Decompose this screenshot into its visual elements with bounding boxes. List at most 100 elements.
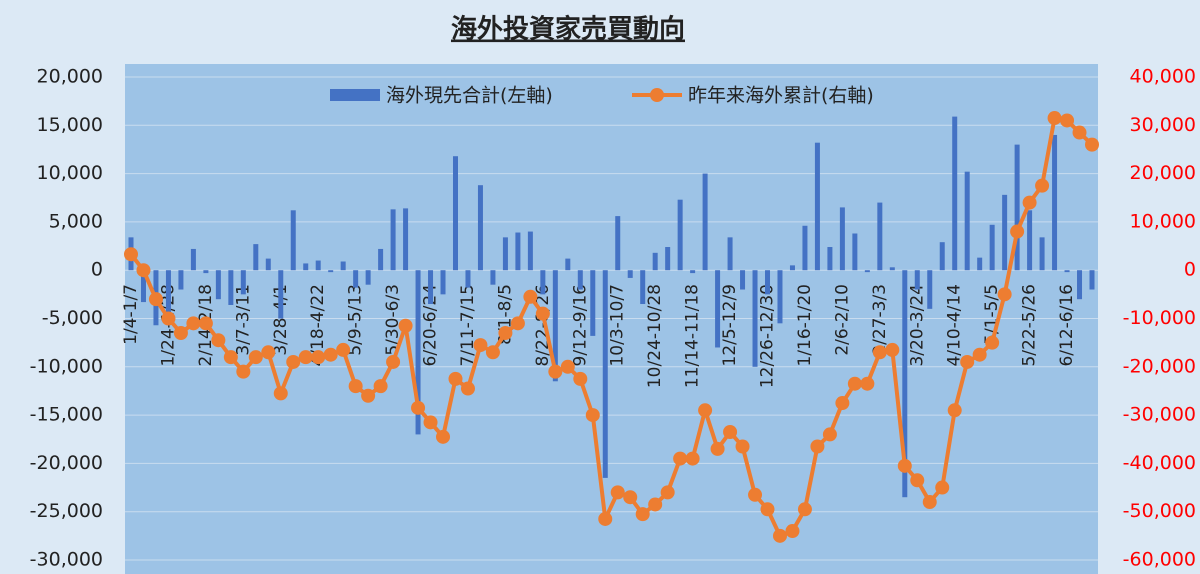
line-point: [772, 528, 787, 543]
bar: [527, 231, 533, 271]
line-point: [1047, 111, 1062, 126]
bar: [552, 270, 558, 382]
line-point: [897, 458, 912, 473]
bar: [178, 270, 184, 290]
chart-title: 海外投資家売買動向: [451, 14, 685, 45]
bar: [540, 270, 546, 295]
bar: [864, 270, 870, 273]
line-point: [373, 379, 388, 394]
bar: [690, 270, 696, 274]
bar: [602, 270, 608, 478]
bar: [964, 171, 970, 271]
line-point: [348, 379, 363, 394]
line-point: [423, 415, 438, 430]
line-point: [535, 306, 550, 321]
y-tick-label: 10,000: [37, 162, 103, 184]
bar: [215, 270, 221, 300]
line-point: [485, 345, 500, 360]
line-point: [411, 400, 426, 415]
bar: [278, 270, 284, 319]
bar: [939, 242, 945, 271]
y-tick-label: -25,000: [30, 500, 103, 522]
bar: [852, 233, 858, 271]
line-point: [523, 289, 538, 304]
bar: [328, 270, 334, 273]
bar: [253, 244, 259, 271]
y2-tick-label: 10,000: [1130, 210, 1196, 232]
x-tick-label: 4/18-4/22: [308, 284, 328, 367]
bar: [789, 265, 795, 271]
line-point: [248, 350, 263, 365]
bar: [765, 270, 771, 295]
y2-tick-label: -40,000: [1123, 452, 1196, 474]
bar: [465, 270, 471, 288]
line-point: [148, 292, 163, 307]
line-point: [386, 354, 401, 369]
bar: [752, 270, 758, 367]
line-point: [286, 354, 301, 369]
bar: [165, 270, 171, 317]
line-point: [1010, 224, 1025, 239]
line-point: [124, 247, 138, 262]
line-point: [136, 263, 151, 278]
bar: [702, 173, 708, 271]
line-point: [997, 287, 1012, 302]
line-point: [623, 490, 638, 505]
bar: [902, 270, 908, 498]
line-point: [723, 425, 738, 440]
y-tick-label: 15,000: [37, 114, 103, 136]
line-point: [1035, 178, 1050, 193]
y-tick-label: -5,000: [42, 307, 103, 329]
bar: [428, 270, 434, 305]
bar: [240, 270, 246, 295]
line-point: [635, 507, 650, 522]
bar: [390, 209, 396, 271]
line-point: [323, 347, 338, 362]
y2-tick-label: 20,000: [1130, 162, 1196, 184]
bar: [1002, 194, 1008, 271]
line-point: [835, 396, 850, 411]
bar: [827, 247, 833, 271]
x-tick-label: 9/12-9/16: [570, 284, 590, 367]
line-point: [398, 318, 413, 333]
line-point: [872, 345, 887, 360]
y2-tick-label: -20,000: [1123, 355, 1196, 377]
legend-label: 昨年来海外累計(右軸): [688, 85, 874, 107]
line-point: [436, 429, 451, 444]
bar: [677, 199, 683, 271]
bar: [640, 270, 646, 305]
line-point: [1060, 113, 1075, 128]
x-tick-label: 5/9-5/13: [346, 284, 366, 356]
line-point: [361, 388, 376, 403]
bar: [315, 260, 321, 271]
bar: [228, 270, 234, 305]
bar: [627, 270, 633, 278]
bar: [989, 224, 995, 271]
y-tick-label: -20,000: [30, 452, 103, 474]
line-point: [822, 427, 837, 442]
bar: [615, 216, 621, 271]
y2-tick-label: -60,000: [1123, 549, 1196, 571]
line-point: [173, 325, 188, 340]
line-point: [648, 497, 663, 512]
line-point: [473, 338, 488, 353]
bar: [977, 257, 983, 271]
x-tick-label: 10/24-10/28: [645, 284, 665, 388]
line-point: [610, 485, 625, 500]
y2-tick-label: -10,000: [1123, 307, 1196, 329]
line-point: [510, 316, 525, 331]
line-point: [448, 371, 463, 386]
line-point: [847, 376, 862, 391]
line-point: [560, 359, 575, 374]
x-tick-label: 12/26-12/30: [758, 284, 778, 388]
line-point: [311, 350, 326, 365]
y-tick-label: -15,000: [30, 404, 103, 426]
bar: [365, 270, 371, 285]
bar: [1089, 270, 1095, 290]
line-point: [1022, 195, 1037, 210]
y-tick-label: 0: [91, 259, 103, 281]
line-point: [685, 451, 700, 466]
bar: [740, 270, 746, 290]
bar: [565, 258, 571, 271]
line-point: [698, 403, 713, 418]
